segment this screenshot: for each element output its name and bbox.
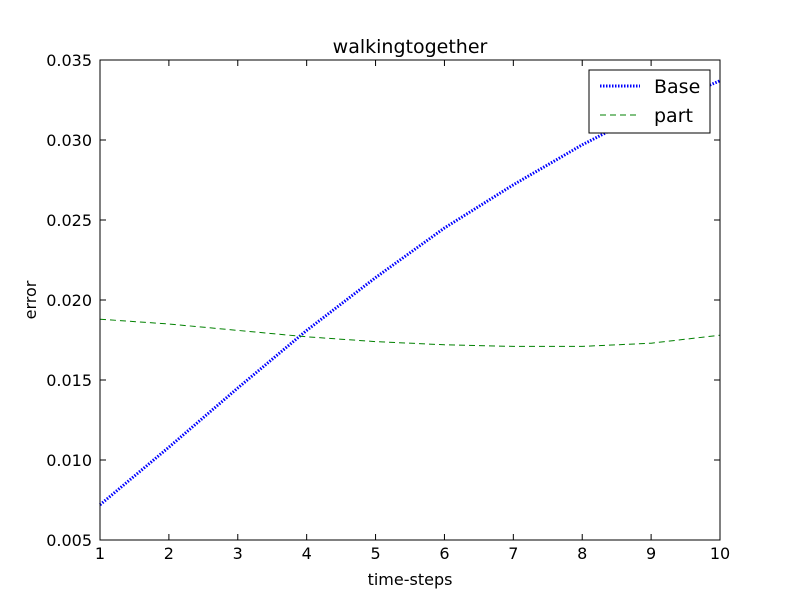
y-tick-label: 0.035	[46, 51, 92, 70]
x-axis-label: time-steps	[368, 570, 453, 589]
y-tick-label: 0.010	[46, 451, 92, 470]
series-line-base	[99, 79, 721, 506]
y-tick-label: 0.030	[46, 131, 92, 150]
x-tick-label: 9	[646, 544, 656, 563]
y-tick-label: 0.005	[46, 531, 92, 550]
series-line-part	[99, 318, 721, 347]
x-tick-label: 8	[577, 544, 587, 563]
ticks-layer: 1 2 3 4 5 6 7 8 9 10 0.005 0.010 0.015 0.020 0.025 0.03…	[46, 51, 730, 563]
y-axis-label: error	[21, 280, 40, 319]
legend-label-part: part	[654, 105, 693, 127]
x-tick-label: 4	[302, 544, 312, 563]
legend: Base part	[588, 69, 711, 134]
x-tick-label: 6	[439, 544, 449, 563]
x-tick-label: 7	[508, 544, 518, 563]
series-layer	[99, 79, 721, 506]
chart-title: walkingtogether	[333, 36, 488, 58]
x-tick-label: 10	[710, 544, 730, 563]
y-tick-label: 0.020	[46, 291, 92, 310]
legend-box	[588, 69, 711, 134]
y-tick-label: 0.015	[46, 371, 92, 390]
x-tick-label: 1	[95, 544, 105, 563]
x-tick-label: 2	[164, 544, 174, 563]
y-tick-label: 0.025	[46, 211, 92, 230]
x-tick-label: 5	[370, 544, 380, 563]
x-tick-label: 3	[233, 544, 243, 563]
legend-label-base: Base	[654, 76, 700, 98]
